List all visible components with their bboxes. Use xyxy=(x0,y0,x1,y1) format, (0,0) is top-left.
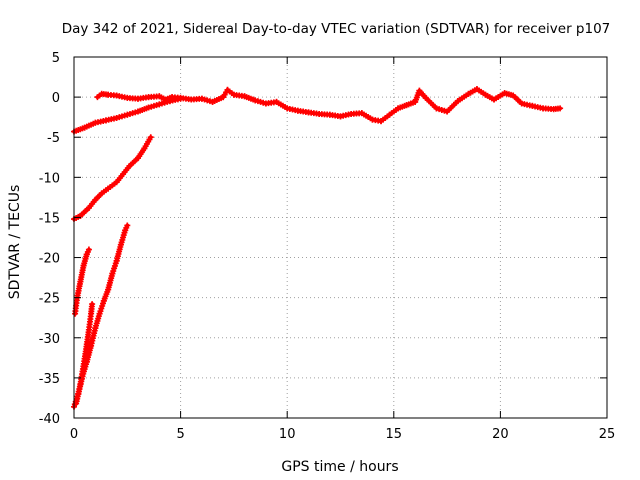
data-point xyxy=(85,246,92,253)
y-axis-label: SDTVAR / TECUs xyxy=(7,185,23,300)
chart-title: Day 342 of 2021, Sidereal Day-to-day VTE… xyxy=(62,21,611,37)
y-tick-label: -10 xyxy=(39,171,60,186)
data-point xyxy=(557,105,564,112)
data-point xyxy=(89,301,96,308)
axes: 0 5 10 15 20 25 5 0 -5 -10 -15 -20 -25 -30 -35 -40 xyxy=(39,51,616,442)
series-line xyxy=(95,87,563,124)
series-3 xyxy=(71,134,154,223)
series-line xyxy=(72,135,153,222)
data-point xyxy=(177,95,184,102)
y-tick-label: -35 xyxy=(39,372,60,387)
x-tick-label: 20 xyxy=(492,427,509,442)
series-1 xyxy=(94,86,564,125)
x-tick-label: 0 xyxy=(70,427,78,442)
series-4 xyxy=(72,246,92,317)
y-tick-label: -30 xyxy=(39,332,60,347)
data-point xyxy=(147,134,154,141)
y-tick-label: -5 xyxy=(47,131,60,146)
grid-lines xyxy=(74,57,607,418)
x-tick-label: 25 xyxy=(599,427,616,442)
x-tick-label: 5 xyxy=(176,427,184,442)
x-axis-label: GPS time / hours xyxy=(281,459,398,475)
y-tick-label: -40 xyxy=(39,412,60,427)
plot-frame xyxy=(73,56,608,419)
data-point xyxy=(124,222,131,229)
data-series xyxy=(71,86,564,410)
x-tick-label: 15 xyxy=(386,427,403,442)
x-tick-label: 10 xyxy=(279,427,296,442)
series-6 xyxy=(73,301,96,407)
y-tick-label: 0 xyxy=(52,91,60,106)
y-tick-label: 5 xyxy=(52,51,60,66)
y-tick-label: -25 xyxy=(39,292,60,307)
series-2 xyxy=(71,95,184,135)
y-tick-label: -15 xyxy=(39,211,60,226)
y-tick-label: -20 xyxy=(39,252,60,267)
